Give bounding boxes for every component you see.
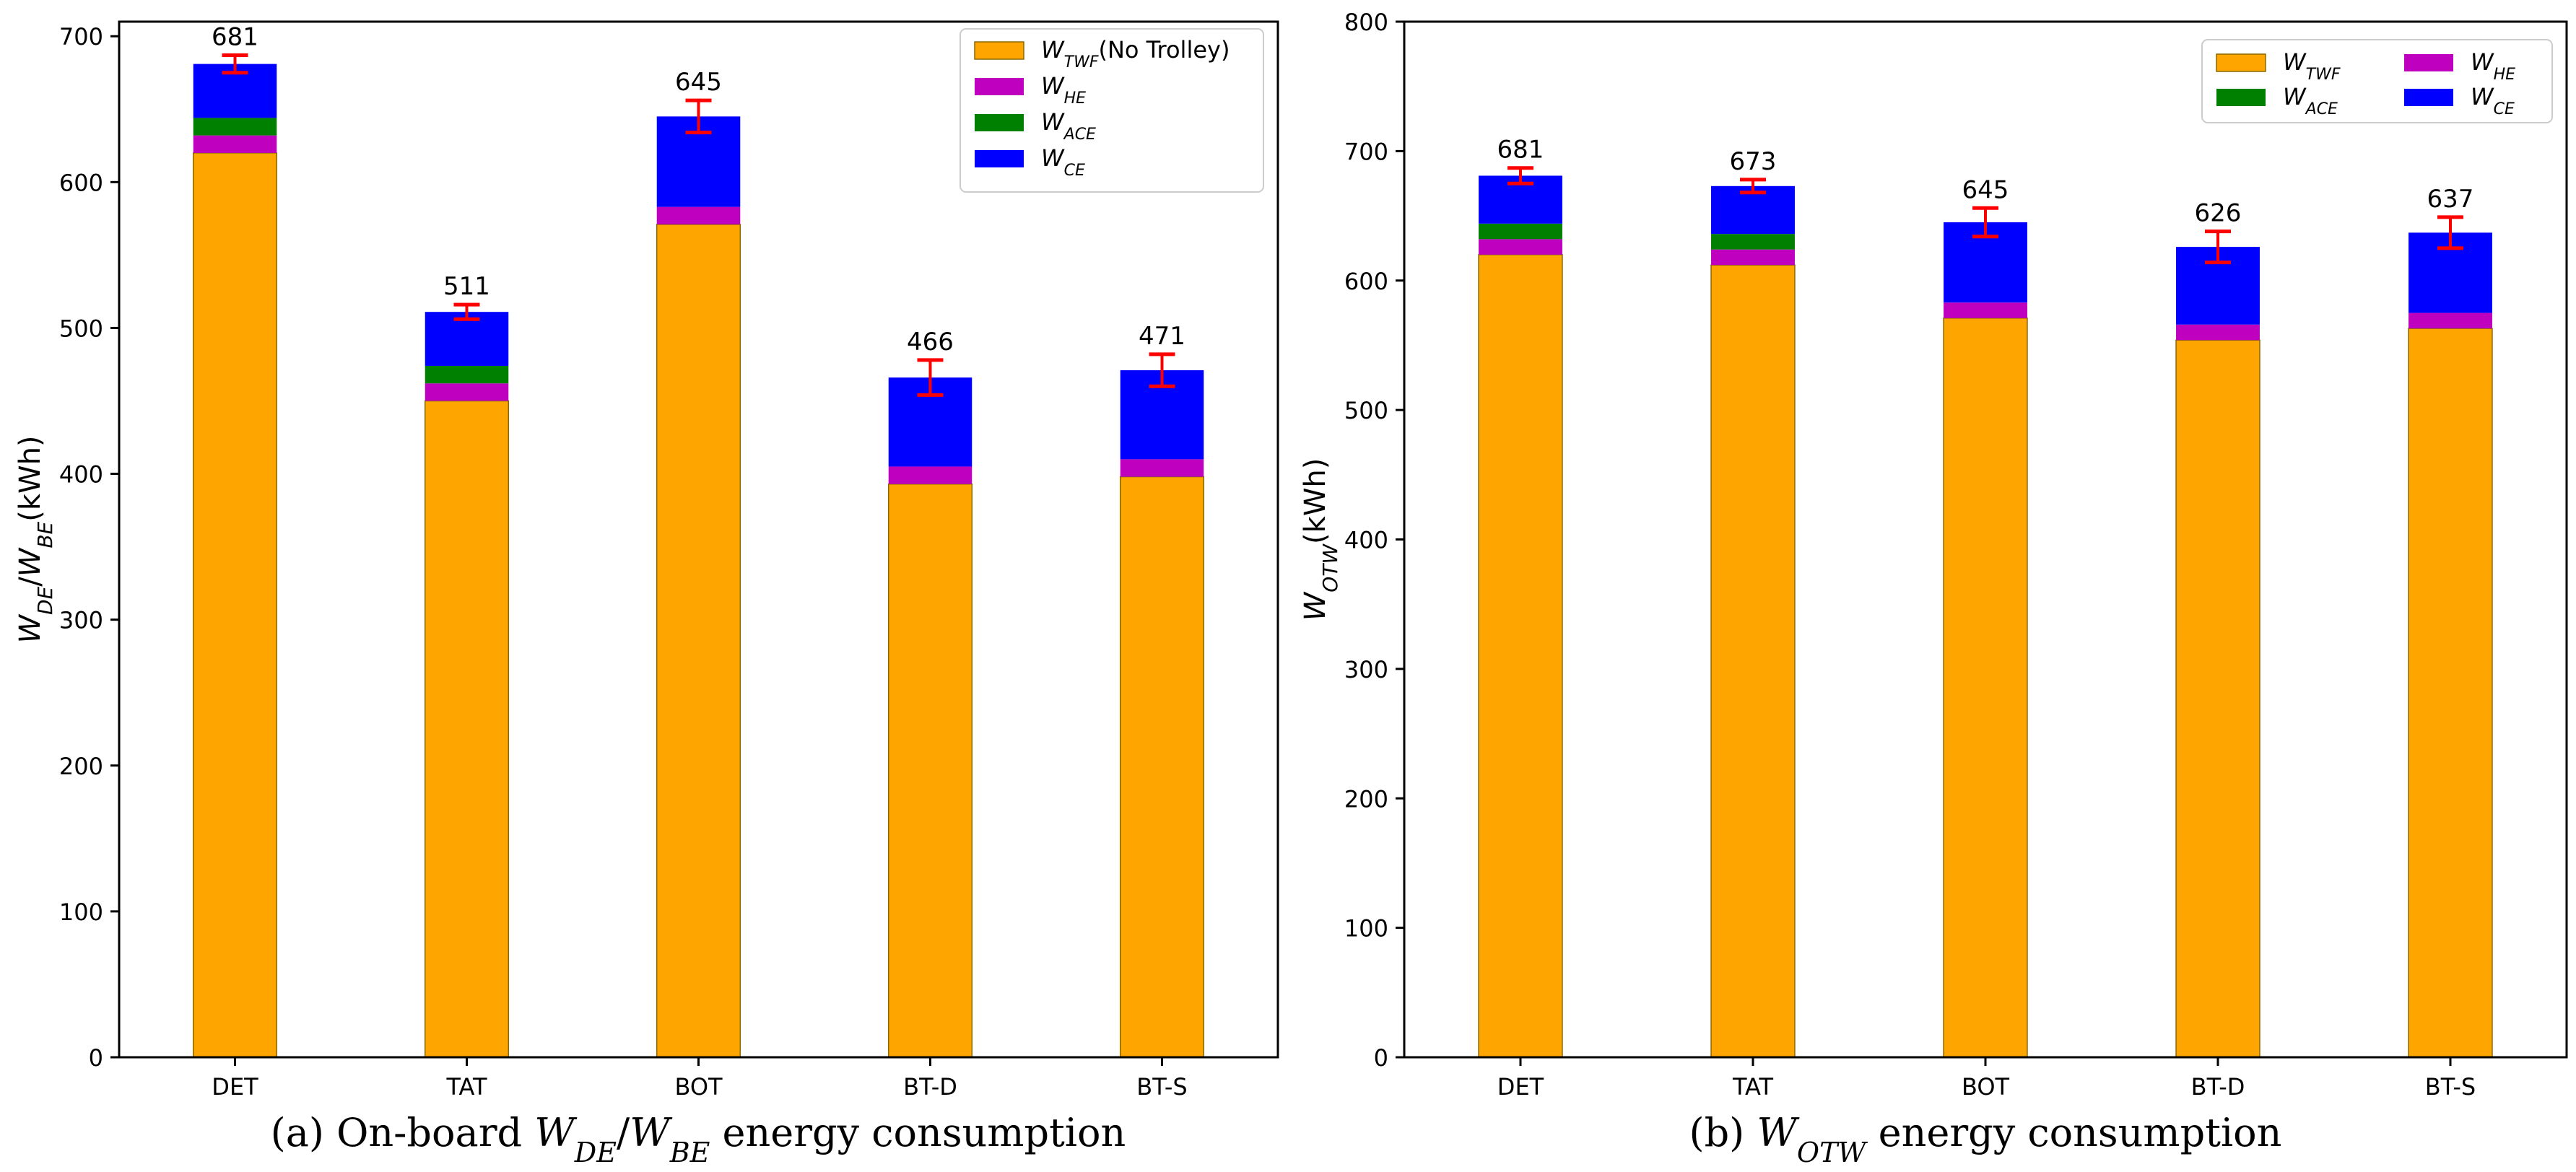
bar-segment-bt-d-w-he <box>2176 324 2260 341</box>
bar-segment-bt-s-w-he <box>1120 459 1204 477</box>
bar-segment-bt-d-w-twf <box>2175 339 2260 1058</box>
y-tick-label: 600 <box>59 169 103 196</box>
total-value-label: 681 <box>212 22 258 51</box>
panel-caption: (a) On-board WDE/WBE energy consumption <box>271 1110 1126 1168</box>
y-tick-label: 600 <box>1344 268 1388 295</box>
total-value-label: 681 <box>1497 136 1544 165</box>
bar-segment-tat-w-he <box>1711 249 1795 266</box>
y-tick-label: 400 <box>1344 527 1388 554</box>
total-value-label: 626 <box>2195 199 2242 228</box>
panel-a-chart: 0 100 200 300 400 500 600 700 WDE/WBE(kWh) 681 DET… <box>14 20 1279 1168</box>
x-tick-label: BT-D <box>2191 1073 2245 1101</box>
y-tick-label: 700 <box>1344 138 1388 165</box>
bar-segment-tat-w-he <box>425 383 509 401</box>
bar-segment-bot-w-twf-no-trolley- <box>656 224 741 1058</box>
total-value-label: 645 <box>1962 175 2009 204</box>
x-tick-label: BT-D <box>903 1073 957 1101</box>
y-tick-label: 100 <box>1344 915 1388 943</box>
total-value-label: 673 <box>1730 147 1777 176</box>
y-tick-label: 500 <box>59 315 103 342</box>
bar-segment-det-w-he <box>193 135 277 153</box>
legend-swatch <box>2404 89 2453 106</box>
y-tick-label: 300 <box>1344 656 1388 683</box>
x-tick-label: TAT <box>445 1073 487 1101</box>
bar-segment-det-w-ace <box>193 118 277 136</box>
legend-label: WTWF(No Trolley) <box>1041 36 1230 71</box>
y-tick-label: 0 <box>1374 1044 1388 1072</box>
total-value-label: 471 <box>1139 322 1185 351</box>
bar-segment-det-w-he <box>1479 239 1562 255</box>
y-tick-label: 500 <box>1344 397 1388 424</box>
bar-segment-bot-w-twf <box>1943 318 2028 1058</box>
y-tick-label: 200 <box>59 753 103 780</box>
y-tick-label: 400 <box>59 461 103 489</box>
bar-segment-tat-w-ace <box>1711 234 1795 250</box>
panel-b-chart: 0 100 200 300 400 500 600 700 800 WOTW(kWh) 681 DET… <box>1299 9 2568 1168</box>
legend-label: WCE <box>1041 144 1085 180</box>
legend-label: WTWF <box>2283 48 2341 84</box>
legend-label: WACE <box>2283 83 2338 118</box>
total-value-label: 645 <box>675 68 722 97</box>
y-axis-title: WDE/WBE(kWh) <box>14 435 57 643</box>
x-tick-label: BOT <box>674 1073 723 1101</box>
bar-segment-det-w-ace <box>1479 223 1562 240</box>
x-tick-label: BOT <box>1962 1073 2010 1101</box>
plot-frame <box>1403 20 2568 1059</box>
bar-segment-tat-w-twf <box>1710 264 1796 1058</box>
y-axis-title: WOTW(kWh) <box>1299 458 1342 621</box>
legend-label: WHE <box>1041 72 1086 108</box>
y-tick-label: 100 <box>59 898 103 926</box>
bar-segment-det-w-twf-no-trolley- <box>192 152 278 1058</box>
x-tick-label: BT-S <box>2425 1073 2476 1101</box>
y-tick-label: 800 <box>1344 9 1388 36</box>
panel-caption: (b) WOTW energy consumption <box>1689 1110 2282 1168</box>
total-value-label: 466 <box>907 328 954 357</box>
bar-segment-bot-w-he <box>1944 302 2027 318</box>
bar-segment-bt-s-w-he <box>2409 312 2492 329</box>
bar-segment-bt-d-w-twf-no-trolley- <box>887 483 973 1058</box>
legend-swatch <box>2216 53 2266 72</box>
bar-segment-bt-d-w-he <box>888 466 972 484</box>
legend-box <box>2201 39 2553 123</box>
legend-swatch <box>2216 89 2266 106</box>
total-value-label: 511 <box>443 272 490 301</box>
legend-swatch <box>2404 54 2453 71</box>
total-value-label: 637 <box>2427 185 2474 214</box>
y-tick-label: 200 <box>1344 785 1388 813</box>
bar-segment-bt-s-w-twf-no-trolley- <box>1119 476 1205 1058</box>
bar-segment-det-w-twf <box>1478 254 1563 1058</box>
y-tick-label: 0 <box>89 1044 103 1072</box>
legend-label: WHE <box>2471 48 2515 84</box>
plot-frame <box>118 20 1279 1059</box>
x-tick-label: DET <box>212 1073 258 1101</box>
bar-segment-tat-w-ace <box>425 365 509 384</box>
legend-label: WCE <box>2471 83 2515 118</box>
x-tick-label: DET <box>1497 1073 1544 1101</box>
y-tick-label: 700 <box>59 23 103 51</box>
legend-box <box>960 28 1264 193</box>
legend-swatch <box>975 78 1024 95</box>
bar-segment-tat-w-twf-no-trolley- <box>424 400 510 1058</box>
y-tick-label: 300 <box>59 607 103 634</box>
legend-swatch <box>975 114 1024 131</box>
bar-segment-bt-s-w-twf <box>2408 328 2493 1058</box>
legend-swatch <box>975 150 1024 167</box>
legend-swatch <box>974 41 1024 60</box>
legend-label: WACE <box>1041 108 1096 144</box>
x-tick-label: BT-S <box>1136 1073 1187 1101</box>
x-tick-label: TAT <box>1732 1073 1773 1101</box>
bar-segment-bot-w-he <box>656 206 741 224</box>
